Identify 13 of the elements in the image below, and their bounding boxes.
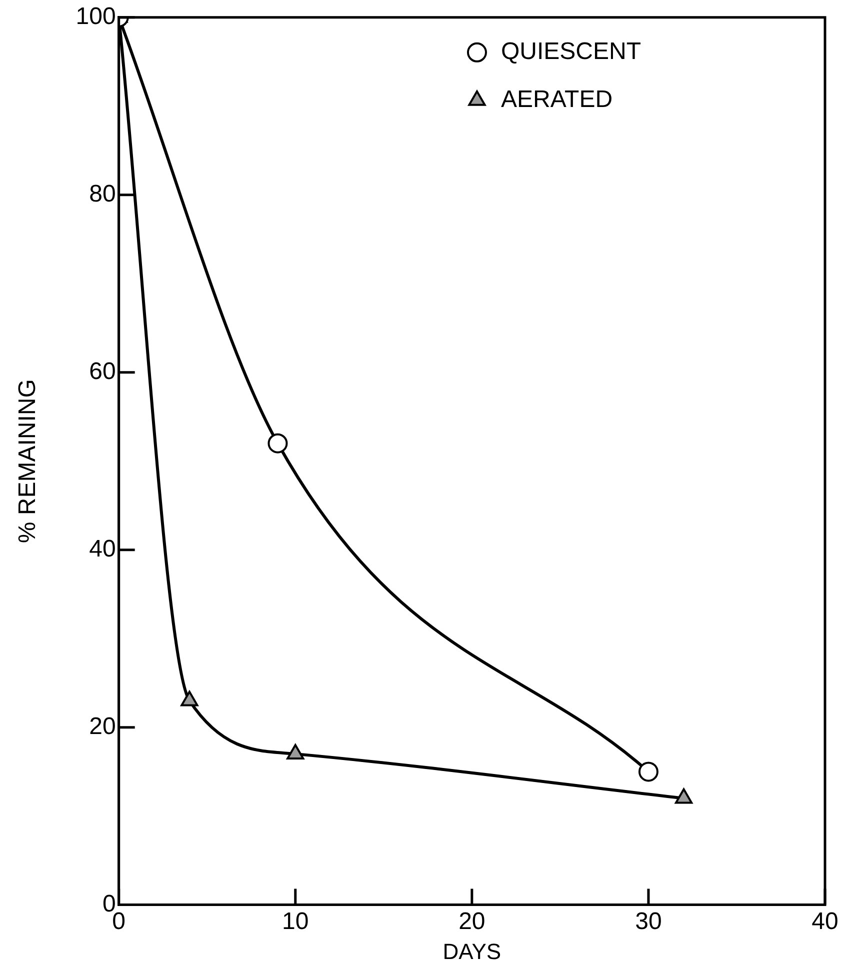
legend-label: QUIESCENT	[500, 38, 642, 66]
y-tick-label: 100	[76, 3, 116, 30]
x-tick-label: 10	[282, 908, 309, 935]
x-tick-label: 40	[812, 908, 838, 935]
y-tick-label: 20	[89, 712, 116, 740]
x-axis-title: DAYS	[442, 938, 502, 964]
x-tick-label: 30	[635, 908, 662, 935]
legend-label: AERATED	[500, 86, 613, 114]
x-tick-label: 20	[458, 908, 486, 935]
y-tick-label: 60	[89, 358, 116, 385]
y-tick-label: 80	[89, 180, 116, 208]
y-tick-label: 40	[89, 535, 116, 562]
y-axis-title: % REMAINING	[14, 379, 42, 544]
